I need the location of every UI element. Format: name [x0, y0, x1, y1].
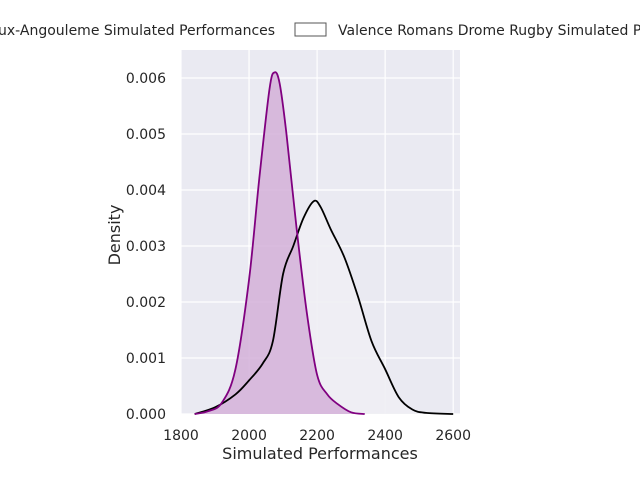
series-1-line: [194, 199, 454, 415]
legend-swatch-1: [294, 22, 327, 37]
y-ticks: 0.000 0.001 0.002 0.003 0.004 0.005 0.006: [126, 71, 166, 423]
x-tick-label-1: 2000: [231, 428, 267, 444]
y-tick-label-6: 0.006: [126, 71, 166, 87]
y-tick-label-2: 0.002: [126, 295, 166, 311]
y-tick-label-1: 0.001: [126, 351, 166, 367]
x-ticks: 1800 2000 2200 2400 2600: [163, 428, 471, 444]
x-tick-label-0: 1800: [163, 428, 199, 444]
x-tick-label-2: 2200: [299, 428, 335, 444]
legend-label-0: ux-Angouleme Simulated Performances: [0, 23, 275, 39]
x-axis-label: Simulated Performances: [222, 444, 418, 463]
x-tick-label-3: 2400: [367, 428, 403, 444]
legend-label-1: Valence Romans Drome Rugby Simulated Pe: [338, 23, 640, 39]
y-tick-label-0: 0.000: [126, 407, 166, 423]
series-1-fill: [194, 200, 454, 414]
density-areas: [194, 71, 454, 415]
series-0-fill: [194, 72, 365, 414]
y-tick-label-5: 0.005: [126, 127, 166, 143]
legend: ux-Angouleme Simulated Performances Valen…: [0, 22, 640, 39]
series-0-line: [194, 71, 365, 415]
y-axis-label: Density: [105, 205, 124, 266]
x-tick-label-4: 2600: [435, 428, 471, 444]
axes: 1800 2000 2200 2400 2600 0.0000.0010.0020.00…: [105, 71, 471, 463]
y-tick-label-3: 0.003: [126, 239, 166, 255]
y-tick-label-4: 0.004: [126, 183, 166, 199]
